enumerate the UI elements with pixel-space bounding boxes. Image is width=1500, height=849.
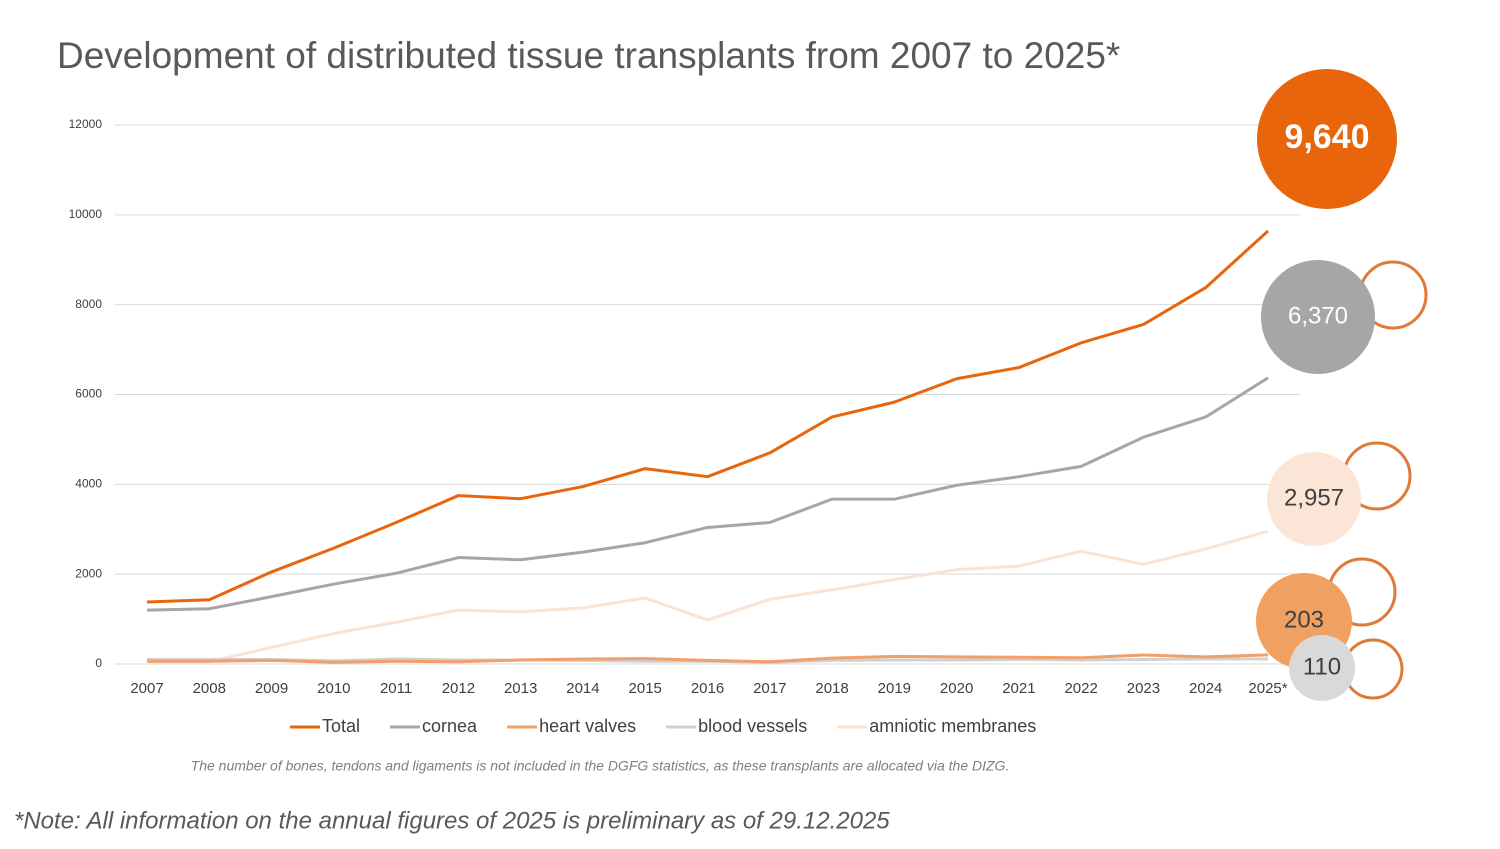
callout-bubble (1261, 260, 1375, 374)
callout-bubble (1289, 635, 1355, 701)
x-tick-label: 2012 (442, 680, 475, 697)
x-tick-label: 2016 (691, 680, 724, 697)
footnote: The number of bones, tendons and ligamen… (191, 758, 1010, 774)
x-tick-label: 2015 (629, 680, 662, 697)
x-tick-label: 2017 (753, 680, 786, 697)
y-tick-label: 2000 (75, 566, 102, 580)
x-tick-label: 2024 (1189, 680, 1222, 697)
series-line (146, 229, 1270, 604)
legend-label: cornea (422, 716, 478, 736)
x-tick-label: 2023 (1127, 680, 1160, 697)
x-tick-label: 2018 (815, 680, 848, 697)
y-tick-label: 10000 (69, 207, 103, 221)
x-tick-label: 2007 (130, 680, 163, 697)
callout-label: 110 (1303, 653, 1341, 680)
x-tick-label: 2021 (1002, 680, 1035, 697)
plot (115, 124, 1300, 665)
x-tick-label: 2010 (317, 680, 350, 697)
callout-label: 2,957 (1284, 484, 1344, 511)
x-tick-label: 2008 (193, 680, 226, 697)
y-tick-label: 8000 (75, 297, 102, 311)
callout-bubble (1257, 69, 1397, 209)
x-tick-label: 2009 (255, 680, 288, 697)
legend-label: heart valves (539, 716, 636, 736)
callout-label: 9,640 (1284, 118, 1369, 156)
x-tick-label: 2022 (1064, 680, 1097, 697)
y-tick-label: 6000 (75, 387, 102, 401)
y-tick-label: 12000 (69, 117, 103, 131)
x-tick-label: 2019 (878, 680, 911, 697)
x-tick-label: 2014 (566, 680, 599, 697)
series-line (147, 653, 1269, 664)
legend-label: Total (322, 716, 360, 736)
x-tick-label: 2025* (1248, 680, 1287, 697)
x-tick-label: 2020 (940, 680, 973, 697)
x-tick-label: 2011 (380, 680, 412, 697)
legend-label: blood vessels (698, 716, 807, 736)
series-line (147, 529, 1269, 664)
note: *Note: All information on the annual fig… (14, 807, 890, 834)
y-tick-label: 4000 (75, 477, 102, 491)
legend-label: amniotic membranes (869, 716, 1036, 736)
callout-label: 6,370 (1288, 302, 1348, 329)
callout-bubble (1267, 452, 1361, 546)
series-line (146, 376, 1269, 612)
x-tick-label: 2013 (504, 680, 537, 697)
y-tick-label: 0 (95, 656, 102, 670)
callout-label: 203 (1284, 606, 1324, 633)
chart-title: Development of distributed tissue transp… (57, 35, 1120, 76)
